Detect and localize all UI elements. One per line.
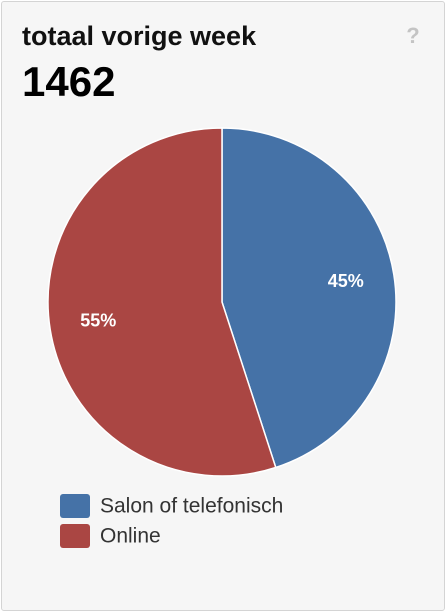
pie-slice (47, 127, 277, 477)
pie-slice (221, 127, 397, 469)
legend-swatch (60, 524, 90, 548)
data-label: 55% (80, 310, 116, 330)
help-icon[interactable]: ? (406, 23, 419, 48)
legend-swatch (60, 494, 90, 518)
legend-label: Salon of telefonisch (100, 495, 283, 518)
total-value: 1462 (22, 58, 115, 105)
chart-title: totaal vorige week (22, 21, 257, 51)
data-label: 45% (328, 271, 364, 291)
legend-label: Online (100, 525, 161, 548)
